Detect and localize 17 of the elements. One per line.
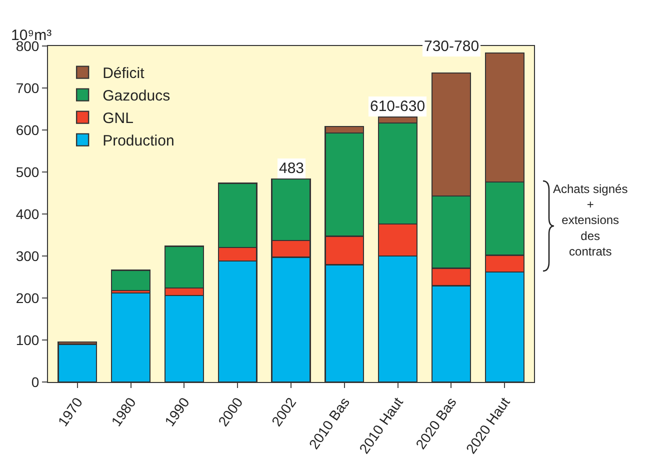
text: Achats signés + extensions des contrats (553, 182, 628, 258)
legend-label: Production (102, 132, 174, 150)
y-tick-label: 500 (16, 164, 40, 180)
y-tick-label: 0 (31, 374, 40, 390)
legend-label: Déficit (102, 65, 146, 82)
annotation: 610-630 (370, 98, 426, 115)
y-tick-label: 700 (16, 80, 40, 96)
legend-label: GNL (102, 110, 134, 128)
annotation: 483 (279, 160, 304, 177)
y-tick-label: 600 (16, 122, 40, 138)
y-tick-label: 100 (16, 332, 40, 348)
bar (110, 270, 151, 292)
y-tick-label: 300 (16, 248, 40, 264)
y-tick-label: 200 (16, 290, 40, 306)
annotation: 730-780 (424, 38, 480, 55)
y-tick-label: 400 (16, 206, 40, 222)
legend-label: Gazoducs (102, 88, 170, 105)
